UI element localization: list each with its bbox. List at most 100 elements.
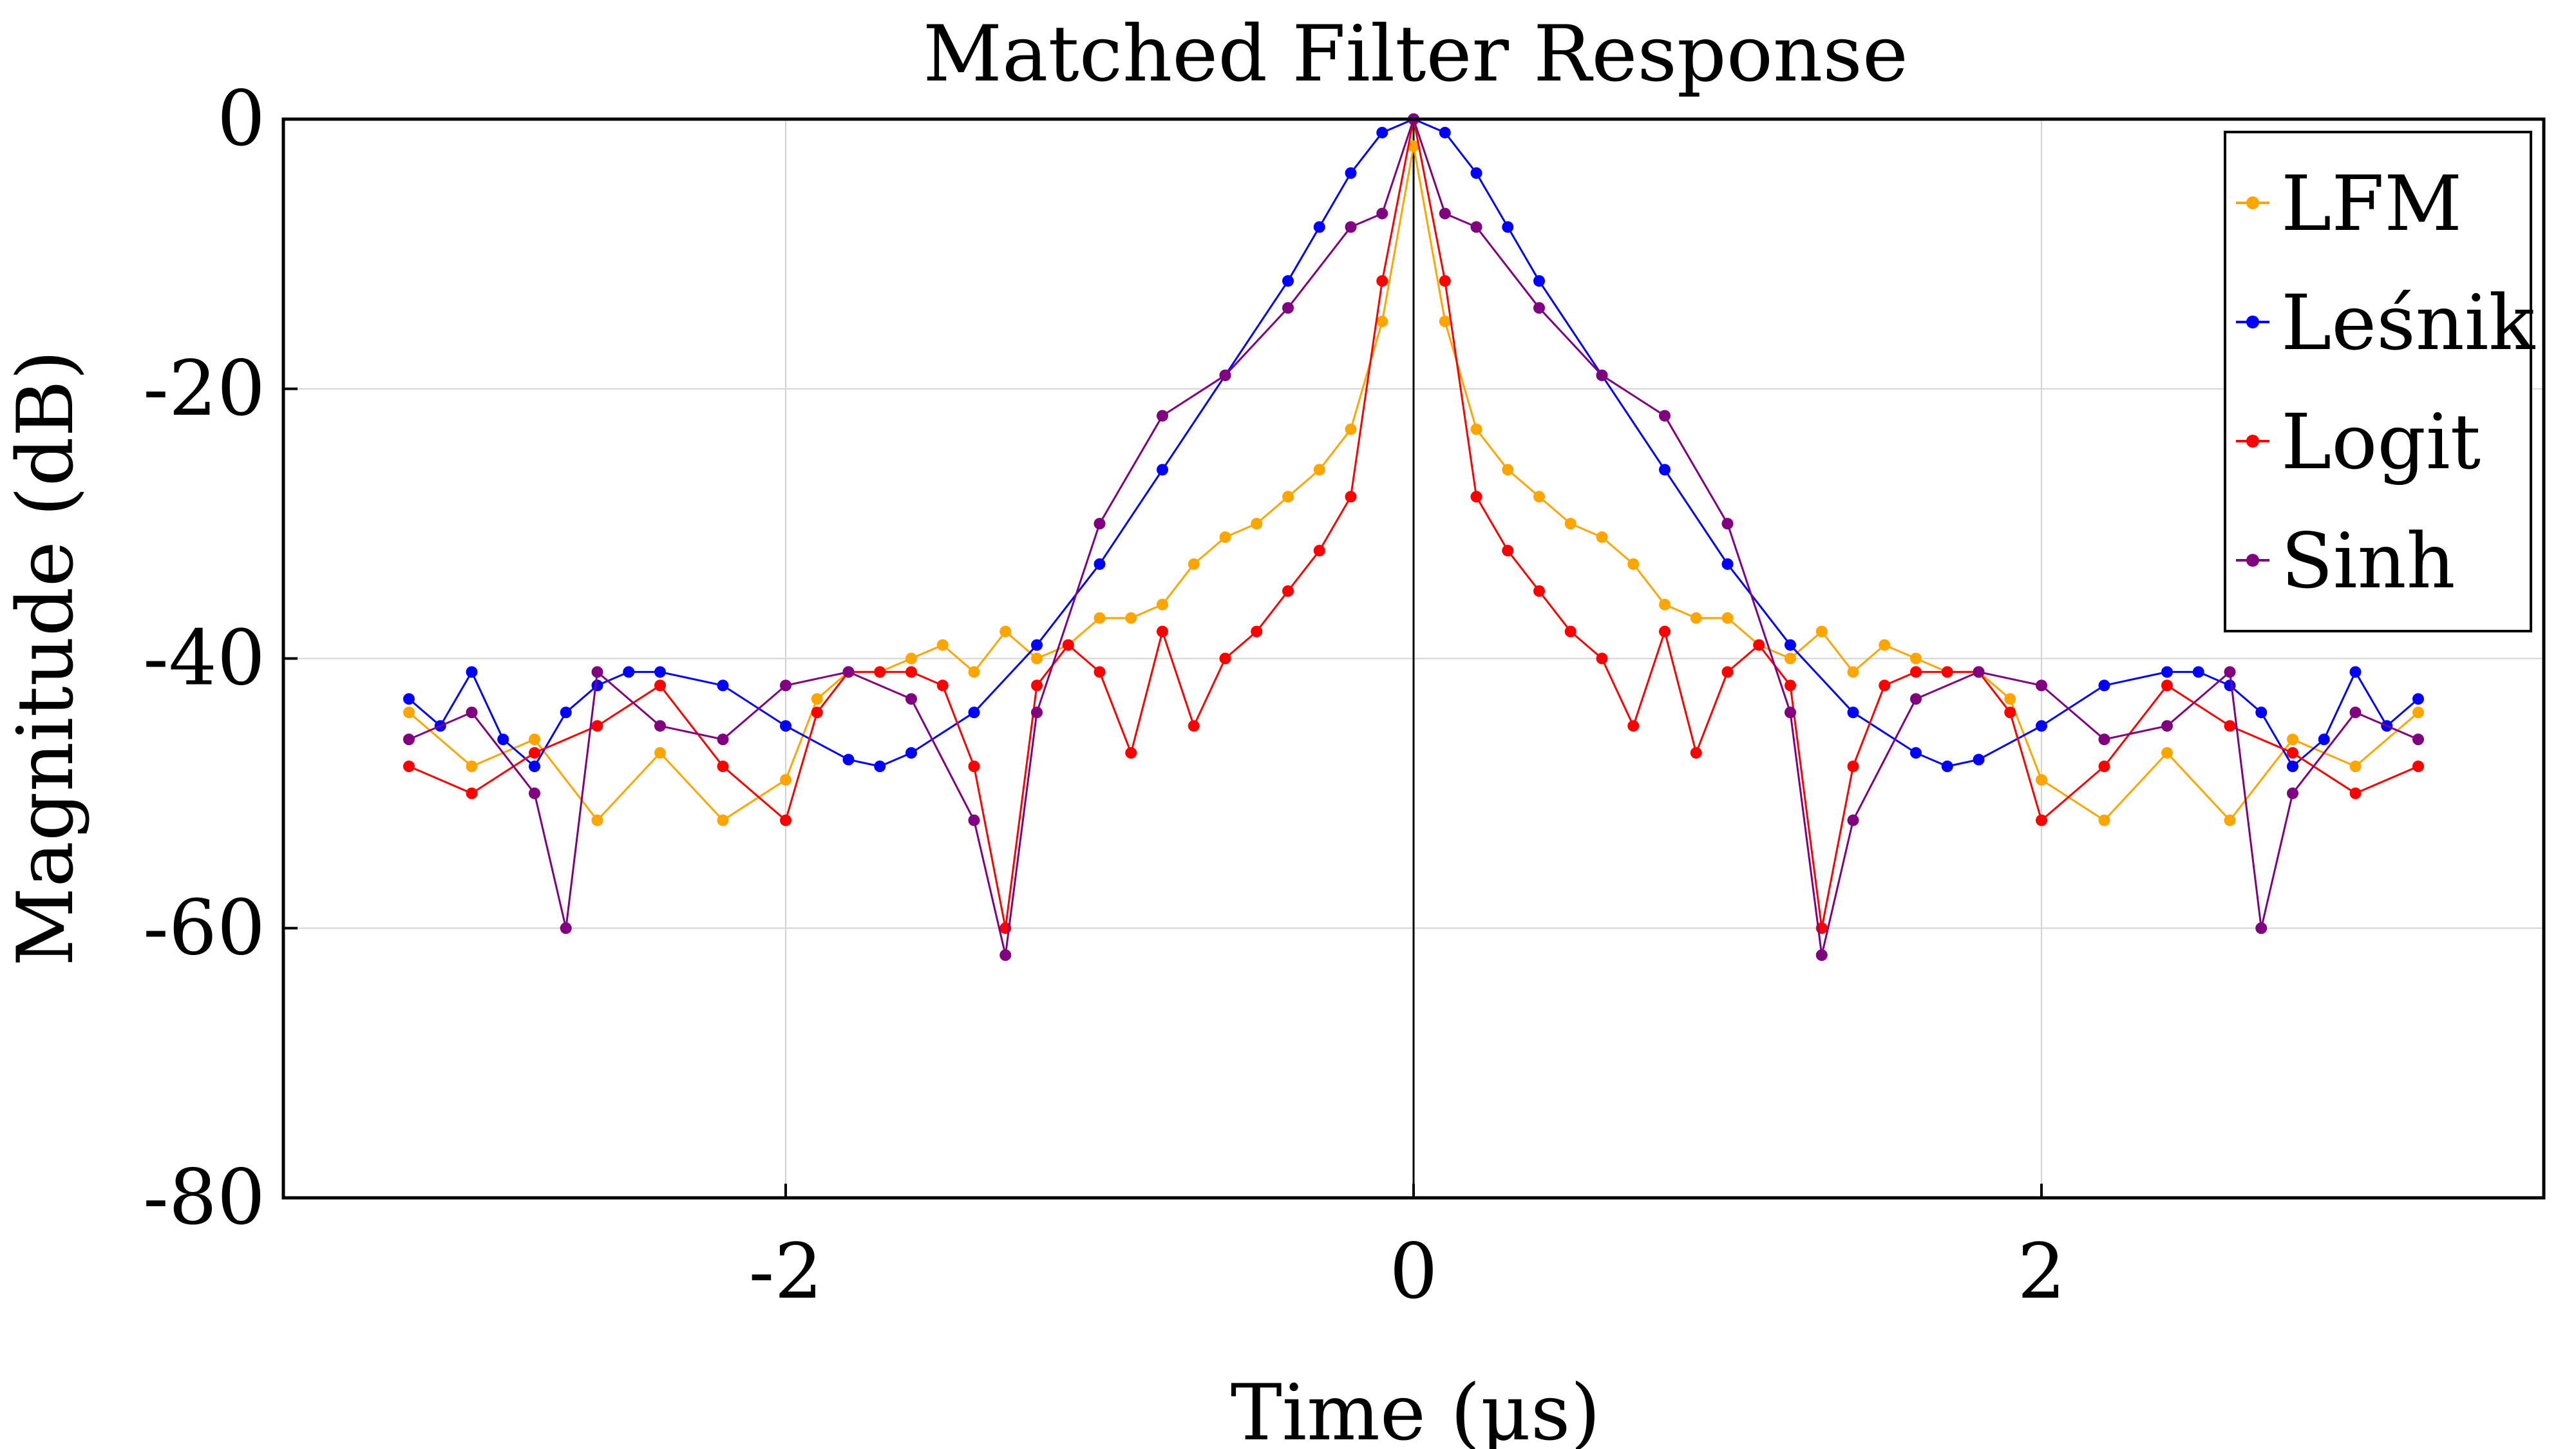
data-point-sinh bbox=[529, 787, 540, 799]
data-point-logit bbox=[2098, 761, 2110, 772]
data-point-logit bbox=[1596, 652, 1608, 665]
data-point-le-nik bbox=[1659, 464, 1671, 476]
data-point-lfm bbox=[2161, 747, 2173, 759]
data-point-logit bbox=[1941, 666, 1953, 678]
data-point-sinh bbox=[1785, 706, 1796, 719]
data-point-lfm bbox=[1690, 612, 1702, 624]
data-point-sinh bbox=[2036, 679, 2047, 692]
data-point-logit bbox=[1690, 747, 1702, 759]
data-point-logit bbox=[1345, 491, 1357, 503]
data-point-lfm bbox=[1627, 558, 1640, 570]
data-point-lfm bbox=[1564, 518, 1577, 530]
data-point-logit bbox=[1157, 625, 1168, 638]
data-point-lfm bbox=[1188, 558, 1200, 570]
data-point-logit bbox=[1879, 679, 1891, 692]
data-point-le-nik bbox=[2098, 679, 2110, 692]
data-point-le-nik bbox=[717, 679, 729, 692]
data-point-lfm bbox=[1219, 531, 1231, 544]
data-point-le-nik bbox=[1157, 464, 1168, 476]
data-point-sinh bbox=[654, 720, 666, 732]
data-point-sinh bbox=[1533, 302, 1545, 314]
data-point-lfm bbox=[1313, 464, 1325, 476]
data-point-le-nik bbox=[591, 679, 603, 692]
data-point-sinh bbox=[466, 706, 478, 719]
data-point-sinh bbox=[1031, 706, 1043, 719]
data-point-lfm bbox=[1157, 598, 1168, 611]
data-point-le-nik bbox=[1721, 558, 1734, 570]
data-point-le-nik bbox=[2224, 679, 2236, 692]
data-point-le-nik bbox=[1785, 639, 1796, 651]
data-point-le-nik bbox=[403, 693, 415, 705]
data-point-logit bbox=[1188, 720, 1200, 732]
y-axis-title: Magnitude (dB) bbox=[1, 350, 91, 966]
grid-lines bbox=[283, 118, 2544, 1198]
data-point-lfm bbox=[591, 814, 603, 826]
data-point-logit bbox=[2161, 679, 2173, 692]
data-point-logit bbox=[1313, 545, 1325, 556]
data-point-logit bbox=[403, 761, 415, 772]
legend-marker-lfm bbox=[2246, 196, 2259, 209]
data-point-logit bbox=[1721, 666, 1734, 678]
data-point-lfm bbox=[1659, 598, 1671, 611]
data-point-le-nik bbox=[905, 747, 917, 759]
data-point-logit bbox=[529, 747, 540, 759]
data-point-le-nik bbox=[1973, 753, 1985, 766]
data-point-logit bbox=[2004, 706, 2016, 719]
data-point-lfm bbox=[1815, 625, 1828, 638]
data-point-sinh bbox=[1470, 221, 1482, 233]
data-point-le-nik bbox=[1313, 221, 1325, 233]
data-point-sinh bbox=[2255, 922, 2268, 934]
data-point-lfm bbox=[905, 652, 917, 665]
data-point-logit bbox=[2287, 747, 2298, 759]
data-point-logit bbox=[874, 666, 886, 678]
legend-label-logit: Logit bbox=[2281, 397, 2481, 486]
data-point-lfm bbox=[1721, 612, 1734, 624]
y-tick-label: 0 bbox=[217, 74, 265, 163]
data-point-le-nik bbox=[2287, 761, 2298, 772]
legend-marker-le-nik bbox=[2246, 316, 2259, 328]
data-point-lfm bbox=[2224, 814, 2236, 826]
data-point-lfm bbox=[1094, 612, 1106, 624]
data-point-logit bbox=[1062, 639, 1074, 651]
data-point-le-nik bbox=[1847, 706, 1859, 719]
data-point-le-nik bbox=[497, 734, 509, 746]
data-point-lfm bbox=[1785, 652, 1796, 665]
data-point-lfm bbox=[1282, 491, 1294, 503]
legend-box bbox=[2224, 131, 2532, 632]
data-point-logit bbox=[780, 814, 791, 826]
data-point-logit bbox=[1282, 585, 1294, 597]
legend-label-sinh: Sinh bbox=[2281, 516, 2456, 605]
data-point-sinh bbox=[560, 922, 572, 934]
data-point-logit bbox=[1564, 625, 1577, 638]
y-tick-label: -60 bbox=[143, 883, 265, 972]
data-point-le-nik bbox=[2192, 666, 2204, 678]
data-point-sinh bbox=[1094, 518, 1106, 530]
data-point-lfm bbox=[1031, 652, 1043, 665]
data-point-sinh bbox=[1973, 666, 1985, 678]
data-point-logit bbox=[466, 787, 478, 799]
data-point-sinh bbox=[1847, 814, 1859, 826]
x-tick-label: 2 bbox=[2017, 1227, 2065, 1316]
data-point-lfm bbox=[1376, 316, 1388, 328]
data-point-sinh bbox=[1345, 221, 1357, 233]
data-point-lfm bbox=[2412, 706, 2424, 719]
data-point-logit bbox=[1376, 275, 1388, 287]
data-point-le-nik bbox=[560, 706, 572, 719]
data-point-sinh bbox=[2412, 734, 2424, 746]
data-point-logit bbox=[1031, 679, 1043, 692]
data-point-sinh bbox=[1815, 949, 1828, 961]
data-point-sinh bbox=[1282, 302, 1294, 314]
legend: LFM Leśnik Logit Sinh bbox=[2224, 131, 2535, 632]
data-point-logit bbox=[2224, 720, 2236, 732]
data-point-le-nik bbox=[1282, 275, 1294, 287]
data-point-logit bbox=[968, 761, 980, 772]
data-point-le-nik bbox=[2255, 706, 2268, 719]
data-point-lfm bbox=[1910, 652, 1922, 665]
data-point-lfm bbox=[811, 693, 823, 705]
data-point-le-nik bbox=[780, 720, 791, 732]
data-point-lfm bbox=[1251, 518, 1263, 530]
data-point-sinh bbox=[717, 734, 729, 746]
legend-marker-logit bbox=[2246, 435, 2259, 448]
data-point-logit bbox=[1847, 761, 1859, 772]
data-point-le-nik bbox=[1376, 126, 1388, 138]
